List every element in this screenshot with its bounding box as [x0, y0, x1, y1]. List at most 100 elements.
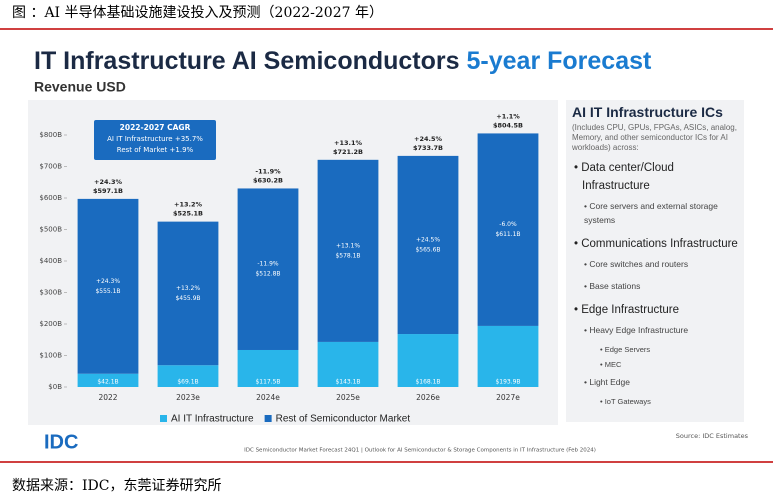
value-label: $578.1B — [335, 252, 360, 259]
bar-segment — [157, 221, 219, 366]
caption: 图 ：AI 半导体基础设施建设投入及预测（2022-2027 年） — [12, 4, 383, 21]
bar-segment — [477, 133, 539, 326]
side-item-text: IoT Gateways — [604, 397, 651, 406]
side-item-text: Heavy Edge Infrastructure — [589, 325, 689, 335]
total-growth-label: +24.3% — [94, 178, 122, 186]
y-tick-label: $800B — [39, 131, 62, 139]
side-item: • Light Edge — [584, 375, 738, 389]
bar-segment — [397, 155, 459, 335]
chart-title: IT Infrastructure AI Semiconductors 5-ye… — [34, 47, 652, 75]
growth-label: +24.5% — [416, 236, 440, 243]
side-panel: AI IT Infrastructure ICs (Includes CPU, … — [566, 100, 744, 422]
side-item-text: Core switches and routers — [589, 259, 689, 269]
x-tick-label: 2027e — [496, 393, 520, 402]
value-label: $69.1B — [177, 379, 198, 386]
total-label: $721.2B — [333, 148, 363, 156]
value-label: $455.9B — [175, 295, 200, 302]
bar-segment — [77, 373, 139, 387]
side-item: • Edge Servers — [600, 345, 738, 354]
y-tick-label: $200B — [39, 320, 62, 328]
cagr-box — [94, 120, 216, 160]
x-tick-label: 2025e — [336, 393, 360, 402]
bullet: • — [600, 345, 605, 354]
cagr-text: Rest of Market +1.9% — [117, 146, 194, 154]
x-tick-label: 2024e — [256, 393, 280, 402]
growth-label: +13.1% — [336, 242, 360, 249]
value-label: $42.1B — [97, 379, 118, 386]
bar-segment — [237, 188, 299, 350]
bullet: • — [584, 281, 590, 291]
bar-segment — [317, 341, 379, 387]
subtitle: Revenue USD — [34, 79, 126, 95]
side-item: • IoT Gateways — [600, 397, 738, 406]
growth-label: +13.2% — [176, 285, 200, 292]
total-label: $733.7B — [413, 144, 443, 152]
legend-label: AI IT Infrastructure — [171, 414, 254, 425]
y-tick-label: $600B — [39, 194, 62, 202]
side-item: • Base stations — [584, 279, 738, 293]
y-tick-label: $0B — [48, 383, 62, 391]
x-tick-label: 2026e — [416, 393, 440, 402]
x-tick-label: 2022 — [98, 393, 117, 402]
bullet: • — [584, 325, 590, 335]
title: IT Infrastructure AI Semiconductors — [34, 47, 460, 75]
total-label: $597.1B — [93, 187, 123, 195]
total-growth-label: +24.5% — [414, 135, 442, 143]
bullet: • — [584, 201, 590, 211]
source: Source: IDC Estimates — [676, 432, 749, 440]
total-label: $804.5B — [493, 121, 523, 129]
y-tick-label: $100B — [39, 352, 62, 360]
bar-segment — [397, 334, 459, 387]
bullet: • — [600, 397, 605, 406]
footnote: IDC Semiconductor Market Forecast 24Q1 |… — [244, 448, 596, 454]
side-description: (Includes CPU, GPUs, FPGAs, ASICs, analo… — [572, 123, 737, 152]
side-item-text: Data center/Cloud Infrastructure — [581, 162, 674, 192]
cagr-text: 2022-2027 CAGR — [120, 123, 191, 132]
y-tick-label: $700B — [39, 163, 62, 171]
value-label: $143.1B — [335, 379, 360, 386]
growth-label: -6.0% — [499, 221, 517, 228]
side-item: • Core servers and external storage syst… — [584, 199, 738, 227]
bar-segment — [237, 349, 299, 387]
side-item: • Communications Infrastructure — [572, 235, 738, 253]
side-item: • Heavy Edge Infrastructure — [584, 323, 738, 337]
x-tick-label: 2023e — [176, 393, 200, 402]
value-label: $565.6B — [415, 246, 440, 253]
side-item: • Data center/Cloud Infrastructure — [572, 159, 738, 195]
value-label: $555.1B — [95, 288, 120, 295]
value-label: $611.1B — [495, 231, 520, 238]
total-growth-label: -11.9% — [255, 167, 281, 175]
side-item-text: MEC — [604, 360, 622, 369]
growth-label: -11.9% — [257, 261, 279, 268]
y-tick-label: $300B — [39, 289, 62, 297]
growth-label: +24.3% — [96, 278, 120, 285]
y-tick-label: $500B — [39, 226, 62, 234]
side-item-text: Base stations — [589, 281, 641, 291]
side-item: • Core switches and routers — [584, 257, 738, 271]
footer: 数据来源：IDC，东莞证券研究所 — [12, 478, 221, 494]
value-label: $193.9B — [495, 379, 520, 386]
bar-segment — [317, 159, 379, 342]
bullet: • — [574, 162, 582, 174]
y-tick-label: $400B — [39, 257, 62, 265]
bar-segment — [477, 325, 539, 387]
legend-label: Rest of Semiconductor Market — [276, 414, 411, 425]
side-item: • Edge Infrastructure — [572, 301, 738, 319]
bullet: • — [584, 377, 590, 387]
logo: IDC — [44, 431, 78, 453]
bullet: • — [600, 360, 605, 369]
total-growth-label: +13.1% — [334, 139, 362, 147]
total-growth-label: +13.2% — [174, 201, 202, 209]
side-list: • Data center/Cloud Infrastructure • Core… — [572, 159, 738, 406]
side-item-text: Communications Infrastructure — [581, 238, 738, 250]
bar-segment — [157, 365, 219, 387]
legend-swatch — [160, 415, 167, 422]
total-growth-label: +1.1% — [496, 112, 520, 120]
side-item-text: Edge Servers — [604, 345, 651, 354]
side-item: • MEC — [600, 360, 738, 369]
bullet: • — [584, 259, 590, 269]
side-item-text: Light Edge — [589, 377, 630, 387]
total-label: $525.1B — [173, 210, 203, 218]
bullet: • — [574, 238, 582, 250]
